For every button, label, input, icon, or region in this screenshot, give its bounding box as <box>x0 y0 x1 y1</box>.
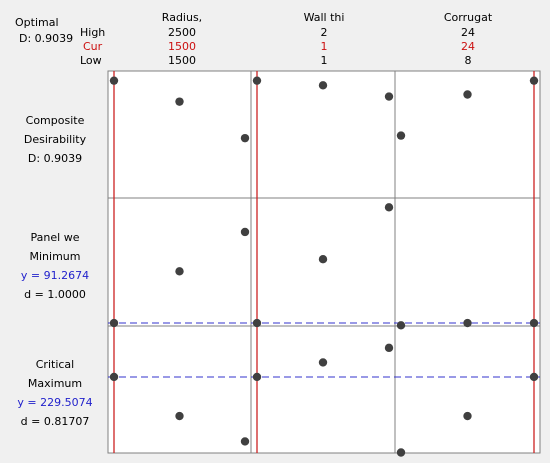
row-1-line-2: Desirability <box>23 133 87 146</box>
data-point-r2-f1-l1 <box>109 318 119 328</box>
plot-frame <box>107 70 541 454</box>
cur-row-label: Cur <box>83 40 103 53</box>
overall-d-label: D: 0.9039 <box>19 32 74 45</box>
data-point-r3-f1-l3 <box>240 437 250 446</box>
row-3-line-4: d = 0.81707 <box>20 415 90 428</box>
data-point-r2-f2-l3 <box>384 203 394 212</box>
factor-2-low: 1 <box>320 54 328 67</box>
data-point-r2-f2-l2 <box>318 255 328 264</box>
row-2-line-1: Panel we <box>30 231 80 244</box>
factor-3-high: 24 <box>461 26 475 39</box>
factor-2-name: Wall thi <box>303 11 345 24</box>
optimal-label: Optimal <box>15 16 59 29</box>
data-point-r1-f3-l3 <box>529 76 539 85</box>
factor-3-cur: 24 <box>461 40 475 53</box>
row-1-line-1: Composite <box>25 114 85 127</box>
data-point-r3-f3-l1 <box>396 448 406 457</box>
factor-3-low: 8 <box>464 54 472 67</box>
high-row-label: High <box>80 26 106 39</box>
data-point-r1-f2-l2 <box>318 81 328 90</box>
low-row-label: Low <box>80 54 102 67</box>
factor-1-cur: 1500 <box>168 40 196 53</box>
row-2-line-4: d = 1.0000 <box>24 288 86 301</box>
data-point-r1-f1-l3 <box>240 133 250 143</box>
data-point-r2-f1-l3 <box>240 227 250 237</box>
data-point-r3-f1-l2 <box>175 411 184 421</box>
data-point-r2-f1-l2 <box>175 267 184 276</box>
factor-2-cur: 1 <box>320 40 328 53</box>
row-3-line-1: Critical <box>35 358 75 371</box>
factor-1-high: 2500 <box>168 26 196 39</box>
data-point-r3-f2-l1 <box>252 372 262 382</box>
data-point-r1-f3-l1 <box>396 131 406 140</box>
row-2-line-2: Minimum <box>29 250 81 263</box>
data-point-r3-f3-l2 <box>463 411 472 421</box>
data-point-r1-f2-l3 <box>384 92 394 101</box>
data-point-r1-f2-l1 <box>252 76 262 85</box>
data-point-r2-f3-l3 <box>529 318 539 328</box>
factor-1-name: Radius, <box>161 11 203 24</box>
data-point-r1-f1-l2 <box>175 97 184 106</box>
factor-2-high: 2 <box>320 26 328 39</box>
factor-3-name: Corrugat <box>443 11 493 24</box>
row-3-line-3: y = 229.5074 <box>17 396 93 409</box>
data-point-r1-f3-l2 <box>463 90 472 99</box>
data-point-r3-f2-l2 <box>318 358 328 367</box>
data-point-r3-f3-l3 <box>529 372 539 382</box>
row-3-line-2: Maximum <box>27 377 83 390</box>
factor-1-low: 1500 <box>168 54 196 67</box>
data-point-r3-f1-l1 <box>109 372 119 382</box>
data-point-r1-f1-l1 <box>109 76 119 85</box>
data-point-r2-f3-l2 <box>463 318 472 328</box>
data-point-r2-f3-l1 <box>396 321 406 330</box>
row-2-line-3: y = 91.2674 <box>20 269 90 282</box>
row-1-line-3: D: 0.9039 <box>27 152 83 165</box>
data-point-r2-f2-l1 <box>252 318 262 328</box>
data-point-r3-f2-l3 <box>384 343 394 353</box>
